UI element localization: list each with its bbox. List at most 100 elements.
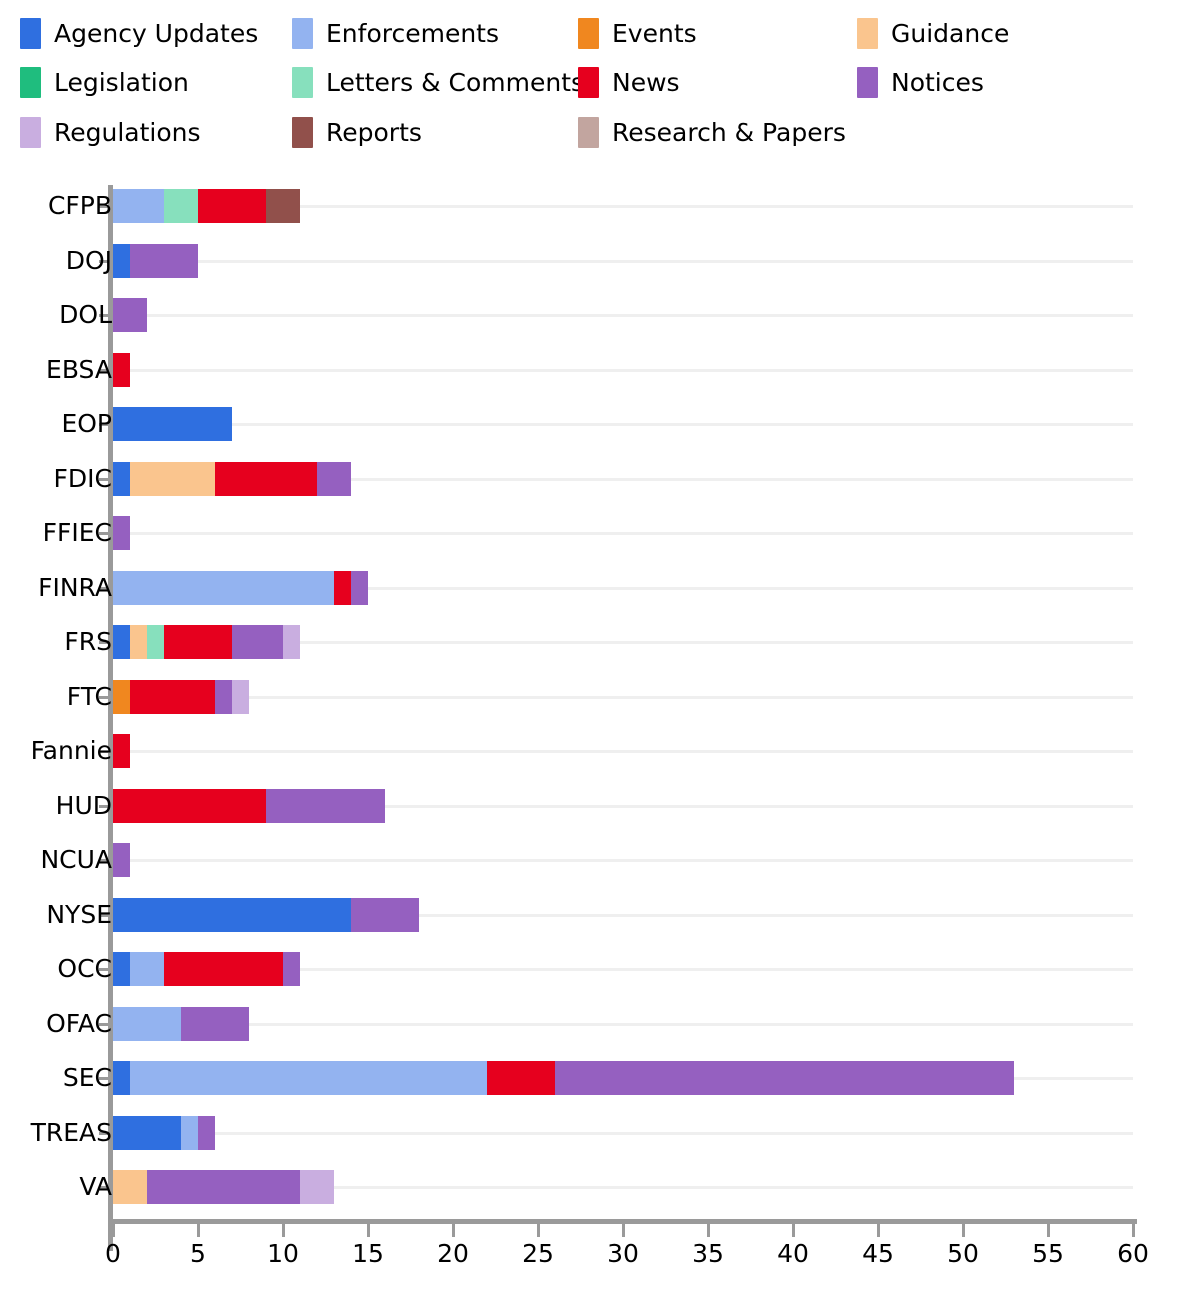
bar-row bbox=[0, 570, 1140, 605]
bar-segment[interactable] bbox=[351, 897, 419, 932]
bar-segment[interactable] bbox=[113, 189, 164, 223]
bar-segment[interactable] bbox=[113, 1170, 147, 1204]
bar-segment[interactable] bbox=[130, 679, 215, 714]
y-tick-mark bbox=[99, 968, 108, 971]
bar-segment[interactable] bbox=[164, 189, 198, 223]
y-axis-category-label: FTC bbox=[66, 681, 112, 711]
bar-segment[interactable] bbox=[283, 625, 300, 659]
y-tick-mark bbox=[99, 1186, 108, 1189]
x-axis-tick-label: 45 bbox=[862, 1239, 894, 1268]
x-tick-mark bbox=[792, 1224, 795, 1237]
y-axis-category-label: HUD bbox=[55, 790, 112, 820]
y-axis-category-label: DOL bbox=[59, 300, 112, 329]
bar-segment[interactable] bbox=[283, 952, 300, 986]
bar-segment[interactable] bbox=[130, 461, 215, 496]
bar-segment[interactable] bbox=[113, 897, 351, 932]
legend-item-label: Letters & Comments bbox=[326, 67, 585, 97]
bar-segment[interactable] bbox=[198, 1115, 215, 1150]
bar-row bbox=[0, 897, 1140, 932]
x-axis-tick-label: 55 bbox=[1032, 1239, 1064, 1268]
x-tick-mark bbox=[877, 1224, 880, 1237]
legend-item[interactable]: Enforcements bbox=[292, 16, 499, 50]
x-axis-tick-label: 5 bbox=[190, 1239, 206, 1268]
chart-plot-area: CFPB DOJ DOL EBSA EOP FDIC FFIEC FINRA FRS FTC Fan… bbox=[0, 160, 1200, 1290]
legend-item[interactable]: Regulations bbox=[20, 115, 201, 149]
bar-segment[interactable] bbox=[266, 189, 300, 223]
legend-swatch-icon bbox=[20, 116, 41, 148]
legend-item[interactable]: Reports bbox=[292, 115, 422, 149]
bar-segment[interactable] bbox=[113, 625, 130, 659]
bar-segment[interactable] bbox=[113, 570, 334, 605]
bar-segment[interactable] bbox=[147, 625, 164, 659]
bar-segment[interactable] bbox=[334, 570, 351, 605]
bar-segment[interactable] bbox=[164, 952, 283, 986]
x-tick-mark bbox=[1047, 1224, 1050, 1237]
bar-segment[interactable] bbox=[232, 625, 283, 659]
legend-item[interactable]: Notices bbox=[857, 65, 984, 99]
bar-segment[interactable] bbox=[198, 189, 266, 223]
bar-segment[interactable] bbox=[113, 1061, 130, 1095]
bar-segment[interactable] bbox=[113, 298, 147, 332]
bar-segment[interactable] bbox=[130, 952, 164, 986]
x-tick-mark bbox=[112, 1224, 115, 1237]
y-axis-category-label: OFAC bbox=[46, 1008, 112, 1038]
x-axis-tick-label: 25 bbox=[522, 1239, 554, 1268]
gridline bbox=[113, 477, 1133, 481]
bar-segment[interactable] bbox=[300, 1170, 334, 1204]
bar-segment[interactable] bbox=[113, 734, 130, 768]
bar-segment[interactable] bbox=[487, 1061, 555, 1095]
legend-item[interactable]: Guidance bbox=[857, 16, 1009, 50]
bar-segment[interactable] bbox=[147, 1170, 300, 1204]
bar-segment[interactable] bbox=[215, 461, 317, 496]
y-axis-category-label: DOJ bbox=[65, 245, 112, 275]
y-tick-mark bbox=[99, 586, 108, 590]
gridline bbox=[113, 859, 1133, 862]
bar-segment[interactable] bbox=[113, 407, 232, 441]
bar-segment[interactable] bbox=[113, 516, 130, 550]
legend-item[interactable]: Agency Updates bbox=[20, 16, 258, 50]
legend-item[interactable]: Letters & Comments bbox=[292, 65, 584, 99]
bar-segment[interactable] bbox=[181, 1006, 249, 1041]
bar-segment[interactable] bbox=[351, 570, 368, 605]
gridline bbox=[113, 1022, 1133, 1026]
bar-segment[interactable] bbox=[164, 625, 232, 659]
y-tick-mark bbox=[99, 314, 108, 317]
y-axis-category-label: TREAS bbox=[30, 1117, 112, 1147]
gridline bbox=[113, 205, 1133, 208]
bar-segment[interactable] bbox=[130, 625, 147, 659]
bar-segment[interactable] bbox=[215, 679, 232, 714]
bar-segment[interactable] bbox=[113, 788, 266, 823]
legend-item[interactable]: Legislation bbox=[20, 65, 189, 99]
y-axis-category-label: FDIC bbox=[53, 463, 112, 493]
y-tick-mark bbox=[99, 368, 108, 372]
bar-segment[interactable] bbox=[266, 788, 385, 823]
legend-swatch-icon bbox=[292, 116, 313, 148]
x-tick-mark bbox=[282, 1224, 285, 1237]
bar-segment[interactable] bbox=[317, 461, 351, 496]
bar-segment[interactable] bbox=[113, 243, 130, 278]
bar-row bbox=[0, 843, 1140, 877]
bar-segment[interactable] bbox=[555, 1061, 1014, 1095]
legend-swatch-icon bbox=[578, 66, 599, 98]
bar-segment[interactable] bbox=[181, 1115, 198, 1150]
bar-segment[interactable] bbox=[113, 1115, 181, 1150]
bar-segment[interactable] bbox=[113, 952, 130, 986]
y-tick-mark bbox=[99, 641, 108, 644]
bar-segment[interactable] bbox=[113, 679, 130, 714]
legend-item-label: Legislation bbox=[54, 67, 189, 97]
bar-segment[interactable] bbox=[113, 843, 130, 877]
legend-item[interactable]: Events bbox=[578, 16, 697, 50]
bar-row bbox=[0, 516, 1140, 550]
gridline bbox=[113, 804, 1133, 808]
legend-item[interactable]: News bbox=[578, 65, 680, 99]
bar-row bbox=[0, 734, 1140, 768]
bar-segment[interactable] bbox=[113, 461, 130, 496]
legend-item[interactable]: Research & Papers bbox=[578, 115, 846, 149]
bar-segment[interactable] bbox=[113, 1006, 181, 1041]
bar-segment[interactable] bbox=[113, 352, 130, 387]
gridline bbox=[113, 368, 1133, 372]
bar-segment[interactable] bbox=[130, 243, 198, 278]
bar-segment[interactable] bbox=[130, 1061, 487, 1095]
y-tick-mark bbox=[99, 477, 108, 481]
bar-segment[interactable] bbox=[232, 679, 249, 714]
